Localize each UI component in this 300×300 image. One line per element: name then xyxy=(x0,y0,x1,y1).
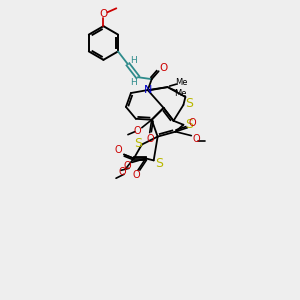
Text: H: H xyxy=(130,78,137,87)
Text: S: S xyxy=(134,137,142,150)
Text: O: O xyxy=(118,167,126,177)
Text: O: O xyxy=(188,118,196,128)
Text: O: O xyxy=(132,170,140,180)
Text: S: S xyxy=(185,98,194,110)
Text: O: O xyxy=(193,134,200,144)
Text: Me: Me xyxy=(174,88,187,98)
Text: O: O xyxy=(160,63,168,73)
Text: S: S xyxy=(154,157,163,170)
Text: O: O xyxy=(99,9,108,19)
Text: N: N xyxy=(144,85,152,95)
Text: O: O xyxy=(133,126,141,136)
Text: O: O xyxy=(114,146,122,155)
Text: S: S xyxy=(185,118,194,131)
Text: O: O xyxy=(123,161,131,171)
Text: Me: Me xyxy=(175,78,188,87)
Text: O: O xyxy=(147,134,154,144)
Text: H: H xyxy=(130,56,137,65)
